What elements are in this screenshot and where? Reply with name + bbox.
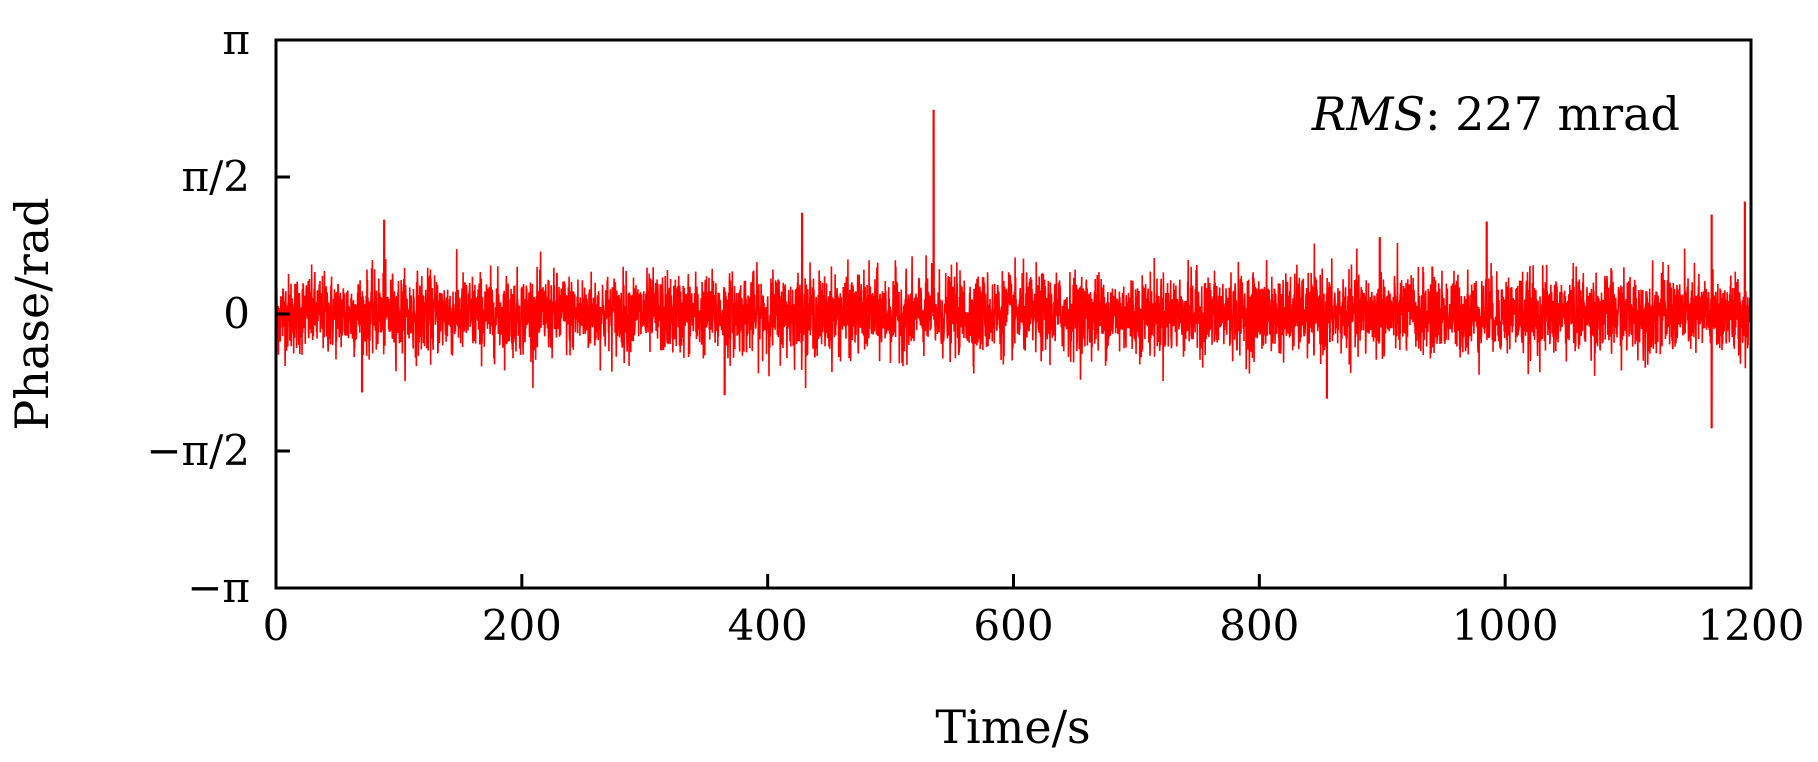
x-axis-title: Time/s (935, 700, 1090, 754)
y-tick-label: π (222, 15, 250, 64)
series-layer (275, 109, 1752, 429)
y-tick-label: −π (187, 563, 250, 612)
rms-annotation-value: : 227 mrad (1425, 87, 1680, 141)
x-tick-label: 1000 (1452, 601, 1559, 650)
x-tick-label: 200 (482, 601, 562, 650)
x-tick-label: 400 (728, 601, 808, 650)
x-tick-label: 1200 (1698, 601, 1805, 650)
rms-annotation: RMS: 227 mrad (1311, 87, 1680, 141)
y-tick-label: −π/2 (146, 426, 250, 475)
y-axis-title: Phase/rad (5, 197, 59, 430)
ticks-layer: 0 200 400 600 800 1000 1200 −π −π/2 0 π/2 π (146, 15, 1804, 650)
rms-annotation-name: RMS (1311, 87, 1425, 141)
x-tick-label: 600 (973, 601, 1053, 650)
x-tick-label: 800 (1219, 601, 1299, 650)
phase-series-line (275, 109, 1752, 429)
x-tick-label: 0 (263, 601, 290, 650)
y-tick-label: π/2 (182, 152, 250, 201)
y-tick-label: 0 (223, 289, 250, 338)
